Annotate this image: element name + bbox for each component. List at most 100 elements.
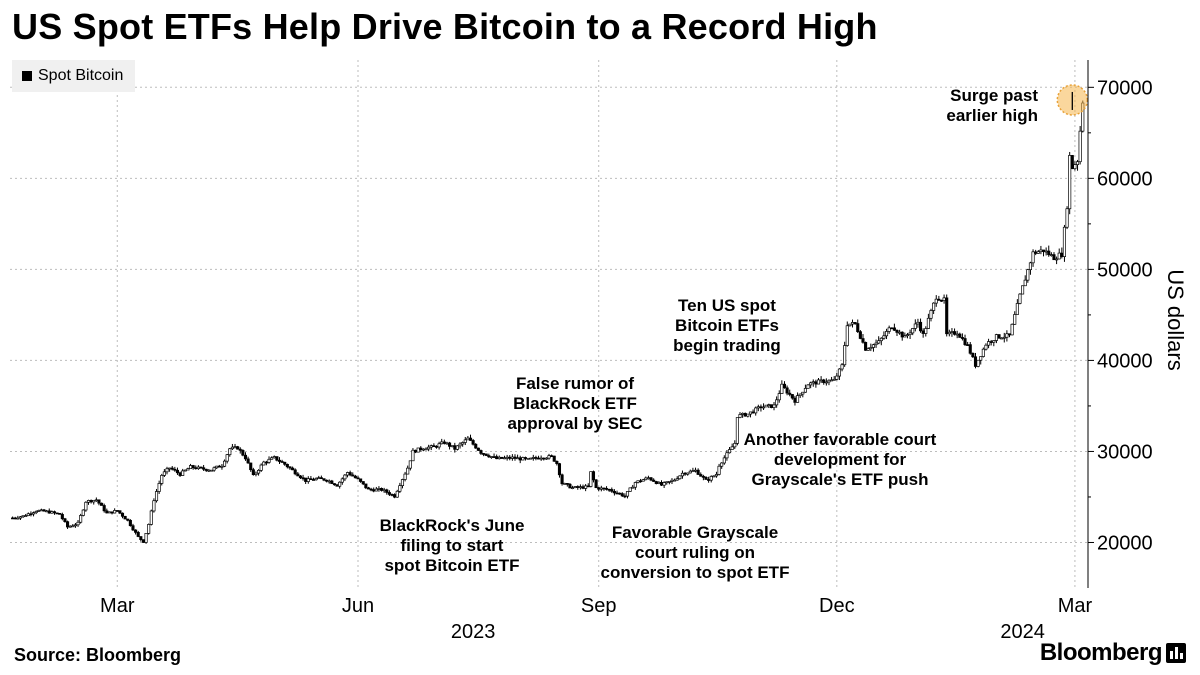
price-candle-body (317, 477, 321, 480)
price-candle-body (741, 412, 745, 415)
price-candle-body (767, 404, 771, 406)
price-candle-body (194, 467, 198, 470)
price-candle-body (945, 297, 949, 335)
price-candle-body (262, 461, 266, 466)
price-candle-body (209, 469, 214, 472)
bloomberg-terminal-icon (1166, 643, 1186, 663)
y-tick-label: 50000 (1097, 259, 1153, 281)
price-candle-body (393, 494, 397, 498)
price-candle-body (1060, 252, 1064, 257)
price-candle-body (217, 465, 221, 468)
price-candle-body (505, 456, 509, 459)
price-candle-body (903, 335, 907, 338)
price-candle-body (301, 477, 305, 480)
price-candle-body (144, 533, 148, 543)
price-candle-body (359, 478, 363, 482)
price-candle-body (249, 462, 253, 471)
price-candle-body (73, 524, 77, 527)
price-candle-body (345, 472, 350, 476)
price-candle-body (186, 468, 190, 471)
price-candle-body (1031, 251, 1035, 264)
price-candle-body (304, 477, 308, 482)
price-candle-body (482, 453, 486, 455)
price-candle-body (29, 513, 33, 516)
price-candle-body (618, 492, 622, 495)
x-year-label: 2023 (451, 621, 496, 643)
price-candle-body (406, 467, 410, 475)
price-candle-body (788, 392, 792, 395)
price-candle-body (913, 323, 917, 329)
price-candle-body (330, 480, 334, 484)
price-candle-body (429, 445, 433, 448)
price-candle-body (128, 519, 132, 527)
price-candle-body (60, 514, 64, 520)
price-candle-body (489, 456, 493, 458)
price-candle-body (1000, 337, 1004, 340)
price-candle-body (267, 458, 271, 463)
price-candle-body (34, 511, 38, 514)
price-candle-body (382, 489, 386, 492)
price-candle-body (623, 495, 627, 498)
price-candle-body (1034, 251, 1038, 254)
price-candle-body (796, 395, 800, 403)
price-candle-body (662, 482, 666, 486)
price-candle-body (929, 310, 933, 319)
price-candle-body (942, 297, 946, 301)
price-candle-body (212, 467, 216, 471)
price-candle-body (777, 393, 781, 401)
price-candle-body (516, 457, 520, 460)
price-candle-body (291, 467, 295, 471)
legend: Spot Bitcoin (12, 60, 136, 92)
price-candle-body (45, 510, 49, 513)
price-candle-body (275, 456, 279, 461)
price-candle-body (223, 460, 227, 467)
price-candle-body (816, 379, 821, 385)
price-candle-body (1073, 164, 1077, 170)
annotation-etfs-begin-trading: Ten US spot Bitcoin ETFs begin trading (673, 296, 781, 355)
price-candle-body (966, 344, 970, 346)
price-candle-body (1062, 226, 1067, 257)
annotation-blackrock-filing: BlackRock's June filing to start spot Bi… (379, 516, 525, 575)
price-candle-body (1049, 254, 1053, 256)
price-candle-body (270, 457, 274, 460)
price-candle-body (589, 471, 593, 487)
price-candle-body (398, 485, 402, 492)
price-candle-body (746, 413, 750, 417)
price-candle-body (775, 399, 779, 406)
price-candle-body (325, 479, 329, 482)
price-candle-body (411, 449, 415, 462)
price-candle-body (450, 445, 454, 447)
price-candle-body (542, 457, 546, 460)
price-candle-body (1018, 293, 1022, 304)
price-candle-body (66, 521, 70, 528)
price-candle-body (932, 302, 936, 311)
price-candle-body (71, 525, 75, 528)
price-candle-body (864, 341, 868, 351)
price-candle-body (882, 335, 886, 339)
price-candle-body (594, 479, 598, 489)
price-candle-body (845, 325, 849, 346)
price-candle-body (769, 404, 773, 408)
price-candle-body (424, 448, 428, 451)
price-candle-body (230, 446, 234, 450)
price-candle-body (238, 448, 242, 451)
price-candle-body (175, 469, 180, 474)
price-candle-body (822, 379, 826, 383)
price-candle-body (453, 445, 457, 450)
price-candle-body (55, 512, 59, 515)
price-candle-body (204, 468, 208, 471)
price-candle-body (100, 502, 104, 506)
price-candle-body (840, 364, 844, 370)
price-candle-body (442, 441, 446, 444)
price-candle-body (576, 486, 580, 488)
y-tick-label: 20000 (1097, 532, 1153, 554)
price-candle-body (364, 483, 368, 489)
price-candle-body (233, 446, 237, 448)
price-candle-body (869, 347, 873, 350)
price-candle-body (306, 478, 310, 482)
price-candle-body (987, 341, 991, 346)
price-candle-body (884, 331, 889, 337)
price-candle-body (63, 518, 67, 523)
price-candle-body (26, 513, 30, 517)
price-candle-body (311, 479, 316, 481)
